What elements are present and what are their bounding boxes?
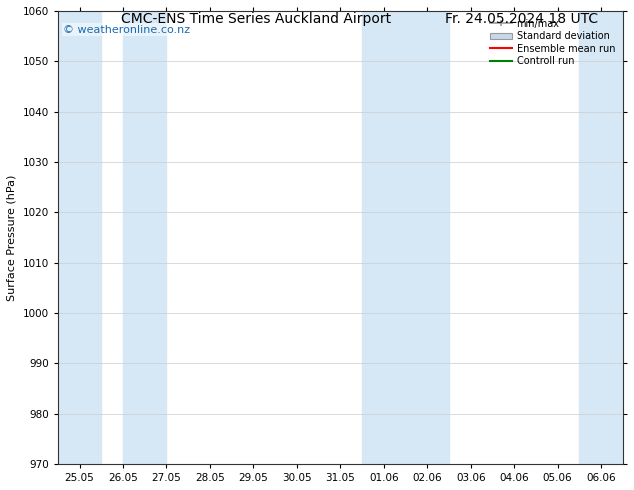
Bar [123,11,167,464]
Bar [579,11,623,464]
Bar [362,11,449,464]
Y-axis label: Surface Pressure (hPa): Surface Pressure (hPa) [7,174,17,301]
Bar [58,11,101,464]
Text: Fr. 24.05.2024 18 UTC: Fr. 24.05.2024 18 UTC [444,12,598,26]
Text: CMC-ENS Time Series Auckland Airport: CMC-ENS Time Series Auckland Airport [120,12,391,26]
Legend: min/max, Standard deviation, Ensemble mean run, Controll run: min/max, Standard deviation, Ensemble me… [488,16,618,69]
Text: © weatheronline.co.nz: © weatheronline.co.nz [63,24,191,35]
